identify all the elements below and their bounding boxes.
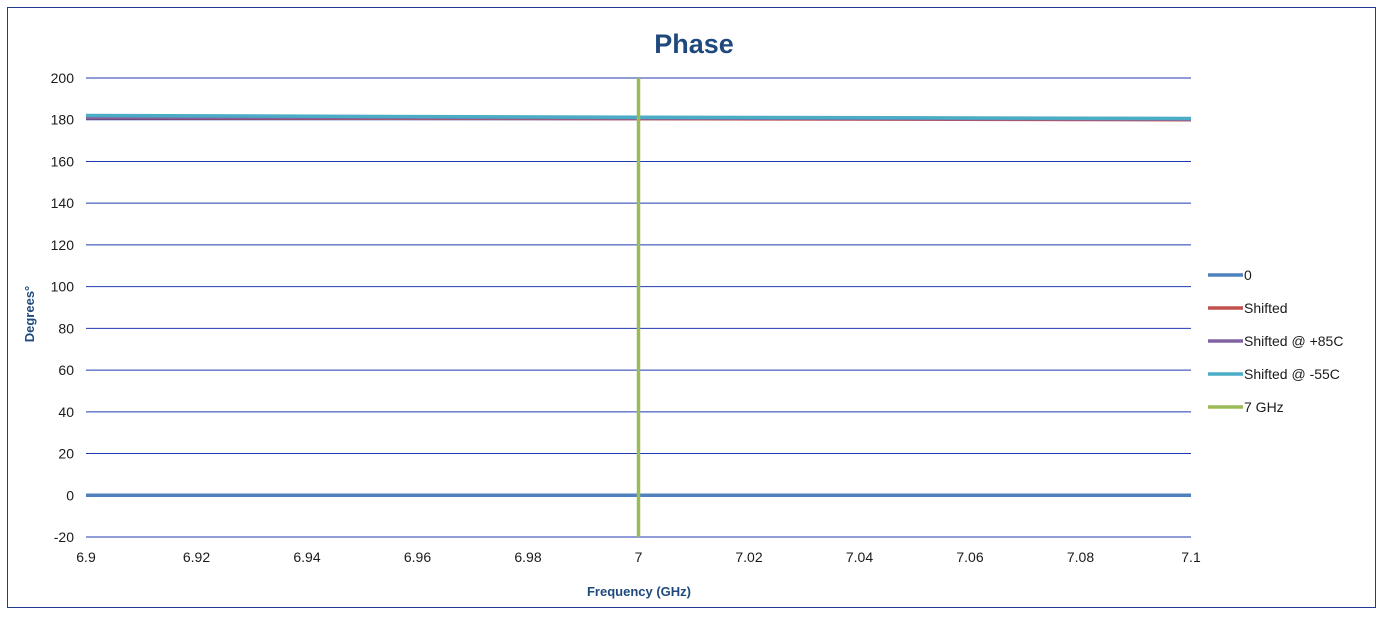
y-tick-label: 100 — [51, 279, 75, 295]
x-tick-label: 7.04 — [846, 549, 873, 565]
y-tick-label: -20 — [54, 529, 74, 545]
chart-frame: 200 180 160 140 120 100 80 60 40 20 0 -20 6.9 6.92 6.9… — [7, 7, 1376, 608]
x-tick-label: 7.1 — [1181, 549, 1201, 565]
y-tick-label: 180 — [51, 112, 75, 128]
y-tick-label: 160 — [51, 153, 75, 169]
x-tick-label: 7.08 — [1067, 549, 1094, 565]
legend-label: 0 — [1244, 267, 1252, 283]
x-tick-label: 7.06 — [956, 549, 983, 565]
y-tick-label: 80 — [58, 320, 74, 336]
y-tick-label: 60 — [58, 362, 74, 378]
x-tick-label: 6.96 — [404, 549, 431, 565]
x-tick-label: 7.02 — [735, 549, 762, 565]
x-tick-label: 6.94 — [293, 549, 320, 565]
legend-layer: 0 Shifted Shifted @ +85C Shifted @ -55C 7 GH… — [1208, 267, 1343, 415]
x-tick-label: 6.98 — [514, 549, 541, 565]
y-tick-label: 120 — [51, 237, 75, 253]
legend-label: Shifted — [1244, 300, 1288, 316]
y-axis-label: Degrees° — [22, 286, 37, 343]
y-tick-label: 140 — [51, 195, 75, 211]
series-layer — [85, 78, 1192, 537]
x-axis-label: Frequency (GHz) — [587, 584, 691, 599]
y-tick-label: 40 — [58, 404, 74, 420]
x-tick-label: 6.9 — [76, 549, 96, 565]
y-tick-label: 0 — [66, 487, 74, 503]
chart-title: Phase — [654, 29, 734, 59]
y-tick-label: 200 — [51, 70, 75, 86]
legend-label: Shifted @ -55C — [1244, 366, 1340, 382]
x-tick-label: 7 — [635, 549, 643, 565]
legend-label: Shifted @ +85C — [1244, 333, 1343, 349]
y-tick-label: 20 — [58, 446, 74, 462]
x-tick-label: 6.92 — [183, 549, 210, 565]
legend-label: 7 GHz — [1244, 399, 1284, 415]
